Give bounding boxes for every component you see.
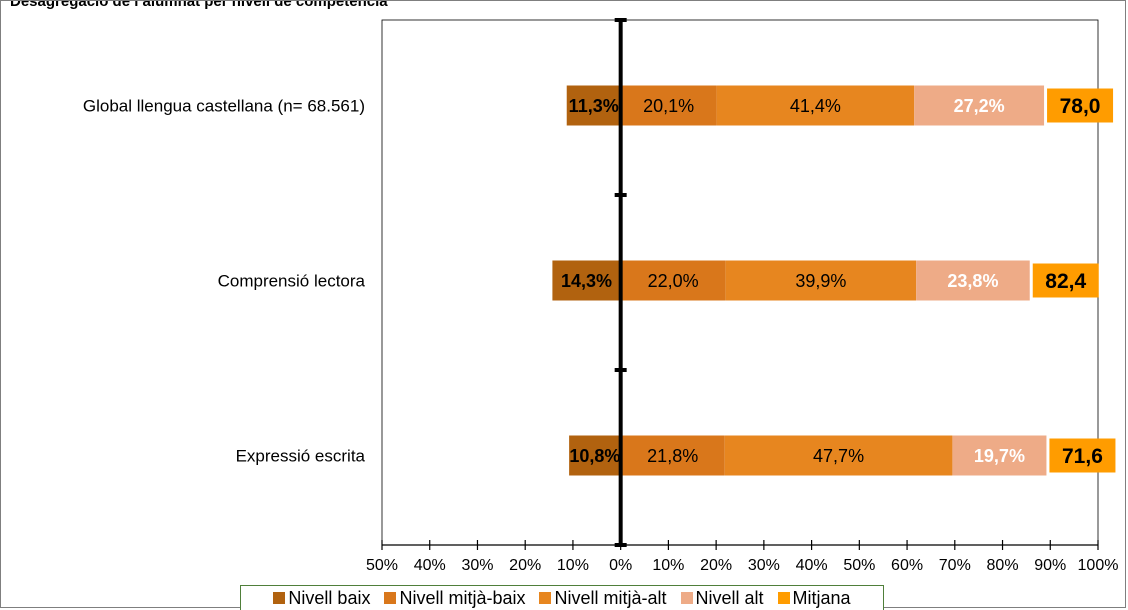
x-tick-label: 20%: [700, 557, 732, 574]
x-tick-label: 30%: [461, 557, 493, 574]
legend-label: Mitjana: [793, 588, 851, 609]
x-tick-label: 100%: [1078, 557, 1119, 574]
legend-item: Mitjana: [778, 588, 851, 609]
legend-swatch: [539, 592, 551, 604]
x-tick-label: 40%: [796, 557, 828, 574]
data-label: 11,3%: [569, 96, 619, 116]
data-label: 14,3%: [561, 271, 612, 291]
x-tick-label: 40%: [414, 557, 446, 574]
legend-swatch: [681, 592, 693, 604]
mean-label: 71,6: [1062, 445, 1103, 468]
data-label: 10,8%: [569, 446, 620, 466]
x-tick-label: 50%: [366, 557, 398, 574]
data-label: 19,7%: [974, 446, 1025, 466]
x-tick-label: 20%: [509, 557, 541, 574]
data-label: 23,8%: [947, 271, 998, 291]
x-tick-label: 50%: [843, 557, 875, 574]
legend-label: Nivell baix: [288, 588, 370, 609]
mean-label: 82,4: [1045, 270, 1086, 293]
legend-item: Nivell alt: [681, 588, 764, 609]
category-label: Comprensió lectora: [218, 272, 366, 291]
data-label: 27,2%: [954, 96, 1005, 116]
legend-label: Nivell mitjà-baix: [399, 588, 525, 609]
x-tick-label: 10%: [557, 557, 589, 574]
category-label: Expressió escrita: [236, 447, 366, 466]
data-label: 41,4%: [790, 96, 841, 116]
legend-label: Nivell mitjà-alt: [554, 588, 666, 609]
legend-item: Nivell mitjà-alt: [539, 588, 666, 609]
legend-swatch: [273, 592, 285, 604]
mean-label: 78,0: [1060, 95, 1101, 118]
legend: Nivell baix Nivell mitjà-baix Nivell mitjà…: [240, 585, 884, 610]
legend-label: Nivell alt: [696, 588, 764, 609]
x-tick-label: 30%: [748, 557, 780, 574]
x-tick-label: 10%: [652, 557, 684, 574]
category-label: Global llengua castellana (n= 68.561): [83, 97, 365, 116]
legend-swatch: [384, 592, 396, 604]
x-tick-label: 90%: [1034, 557, 1066, 574]
x-tick-label: 0%: [609, 557, 632, 574]
x-tick-label: 80%: [987, 557, 1019, 574]
legend-swatch: [778, 592, 790, 604]
x-tick-label: 60%: [891, 557, 923, 574]
data-label: 20,1%: [643, 96, 694, 116]
legend-item: Nivell mitjà-baix: [384, 588, 525, 609]
x-tick-label: 70%: [939, 557, 971, 574]
data-label: 39,9%: [795, 271, 846, 291]
data-label: 21,8%: [647, 446, 698, 466]
data-label: 47,7%: [813, 446, 864, 466]
data-label: 22,0%: [648, 271, 699, 291]
legend-item: Nivell baix: [273, 588, 370, 609]
